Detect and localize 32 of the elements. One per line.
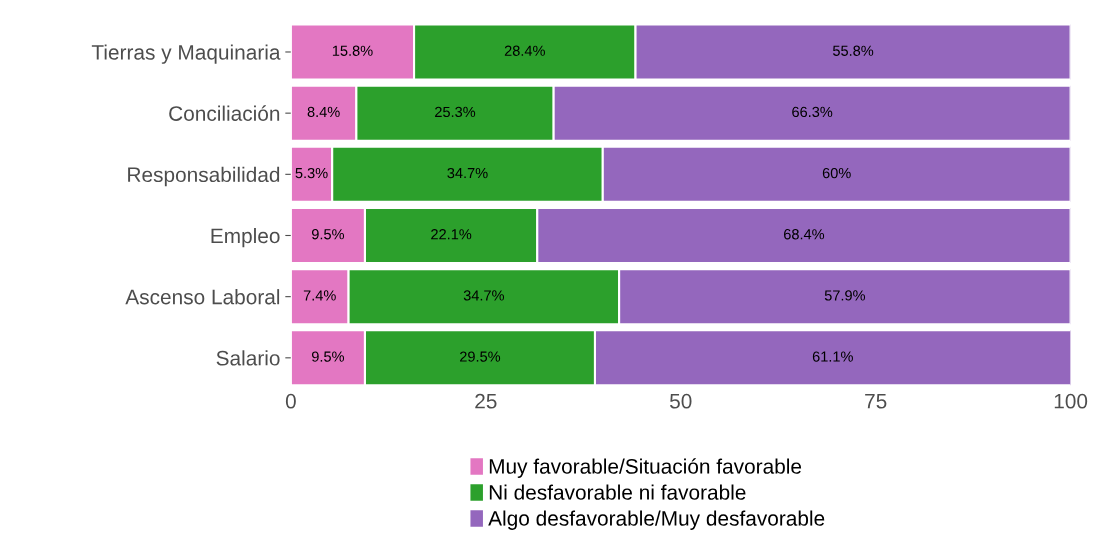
- y-tick-label: Conciliación: [169, 105, 280, 121]
- legend-label: Ni desfavorable ni favorable: [489, 484, 746, 500]
- data-label: 22.1%: [431, 229, 472, 240]
- data-label: 25.3%: [435, 106, 476, 118]
- data-label: 9.5%: [311, 351, 345, 362]
- data-label: 5.3%: [295, 167, 328, 179]
- data-label: 9.5%: [311, 229, 345, 240]
- data-label: 55.8%: [832, 45, 874, 56]
- data-label: 29.5%: [460, 351, 501, 362]
- data-label: 8.4%: [307, 106, 340, 118]
- y-tick-label: Empleo: [211, 227, 280, 248]
- x-tick-label: 25: [475, 393, 497, 409]
- x-tick-label: 50: [669, 393, 692, 409]
- x-tick-label: 75: [865, 394, 887, 409]
- data-label: 61.1%: [812, 351, 853, 362]
- y-tick-label: Responsabilidad: [128, 166, 280, 187]
- data-label: 57.9%: [824, 290, 866, 301]
- data-label: 60%: [822, 167, 851, 179]
- y-tick-label: Salario: [216, 350, 280, 366]
- data-label: 34.7%: [447, 167, 488, 179]
- x-tick-label: 0: [285, 393, 296, 409]
- x-tick-label: 100: [1054, 393, 1088, 409]
- data-label: 66.3%: [792, 106, 833, 118]
- data-label: 68.4%: [784, 229, 825, 240]
- y-tick-label: Tierras y Maquinaria: [91, 44, 281, 64]
- data-label: 15.8%: [332, 45, 373, 56]
- legend-label: Algo desfavorable/Muy desfavorable: [488, 510, 825, 530]
- data-label: 34.7%: [463, 290, 505, 301]
- data-label: 28.4%: [504, 45, 545, 56]
- y-tick-label: Ascenso Laboral: [125, 289, 280, 305]
- data-label: 7.4%: [303, 290, 336, 301]
- legend-label: Muy favorable/Situación favorable: [489, 458, 802, 478]
